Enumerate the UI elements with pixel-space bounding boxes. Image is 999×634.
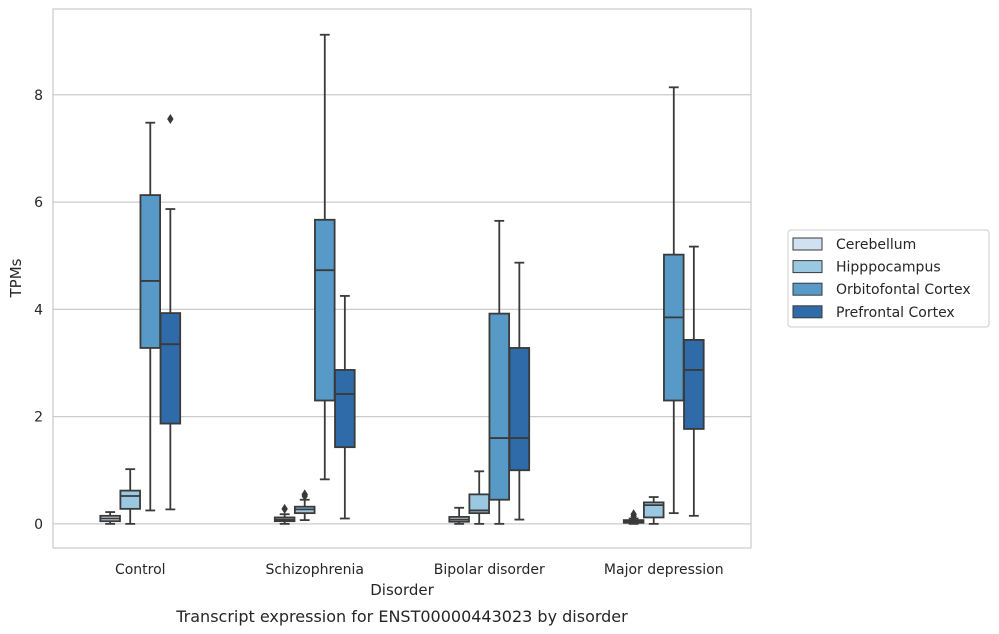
box-body	[119, 489, 141, 510]
legend-swatch-2	[792, 260, 823, 274]
box-series	[99, 33, 705, 525]
legend-label-4: Prefrontal Cortex	[836, 305, 955, 321]
legend-label-1: Cerebellum	[836, 237, 916, 253]
legend-swatch-1	[792, 237, 823, 251]
box-4-3	[508, 261, 531, 521]
box-1-4	[622, 509, 645, 525]
box-1-2	[273, 503, 296, 525]
y-tick-label-4: 4	[34, 302, 43, 318]
y-tick-labels: 0 2 4 6 8	[34, 88, 43, 533]
legend-swatch-4	[792, 305, 823, 319]
box-body	[488, 312, 511, 501]
box-4-1	[159, 113, 182, 511]
box-body	[468, 493, 490, 515]
box-2-1	[119, 468, 141, 525]
outlier-2	[301, 489, 308, 500]
box-body	[334, 369, 356, 449]
legend-label-2: Hipppocampus	[836, 260, 941, 276]
outlier-2	[630, 509, 637, 520]
chart-caption: Transcript expression for ENST0000044302…	[175, 607, 628, 626]
box-1-3	[448, 506, 470, 525]
box-2-3	[468, 470, 490, 525]
box-4-4	[683, 245, 705, 517]
legend-label-3: Orbitofontal Cortex	[836, 282, 971, 298]
box-body	[663, 253, 685, 402]
y-tick-label-8: 8	[34, 88, 43, 104]
y-tick-label-6: 6	[34, 195, 43, 211]
outlier-1	[281, 503, 288, 514]
y-tick-label-0: 0	[34, 517, 43, 533]
x-tick-label-2: Schizophrenia	[266, 562, 364, 578]
box-body	[508, 347, 531, 472]
y-axis-label: TPMs	[7, 258, 25, 298]
box-body	[159, 312, 182, 425]
box-3-4	[663, 86, 685, 515]
x-tick-label-4: Major depression	[604, 562, 724, 578]
legend-swatch-3	[792, 282, 823, 296]
x-tick-labels: Control Schizophrenia Bipolar disorder Majo…	[115, 562, 724, 578]
legend: Cerebellum Hipppocampus Orbitofontal Corte…	[787, 229, 990, 328]
y-tick-label-2: 2	[34, 410, 43, 426]
box-3-2	[314, 33, 336, 481]
box-body	[683, 339, 705, 430]
box-3-3	[488, 219, 511, 525]
legend-frame	[787, 229, 990, 328]
box-2-2	[293, 489, 316, 522]
box-4-2	[334, 295, 356, 520]
plot-area-frame	[52, 8, 752, 549]
outlier-1	[167, 113, 174, 124]
box-3-1	[139, 121, 162, 512]
x-tick-label-1: Control	[115, 562, 166, 578]
box-2-4	[642, 496, 665, 525]
box-1-1	[99, 511, 121, 525]
x-tick-label-3: Bipolar disorder	[434, 562, 545, 578]
box-body	[139, 194, 162, 349]
box-body	[642, 501, 665, 519]
box-body	[314, 218, 336, 402]
x-axis-label: Disorder	[370, 581, 434, 599]
